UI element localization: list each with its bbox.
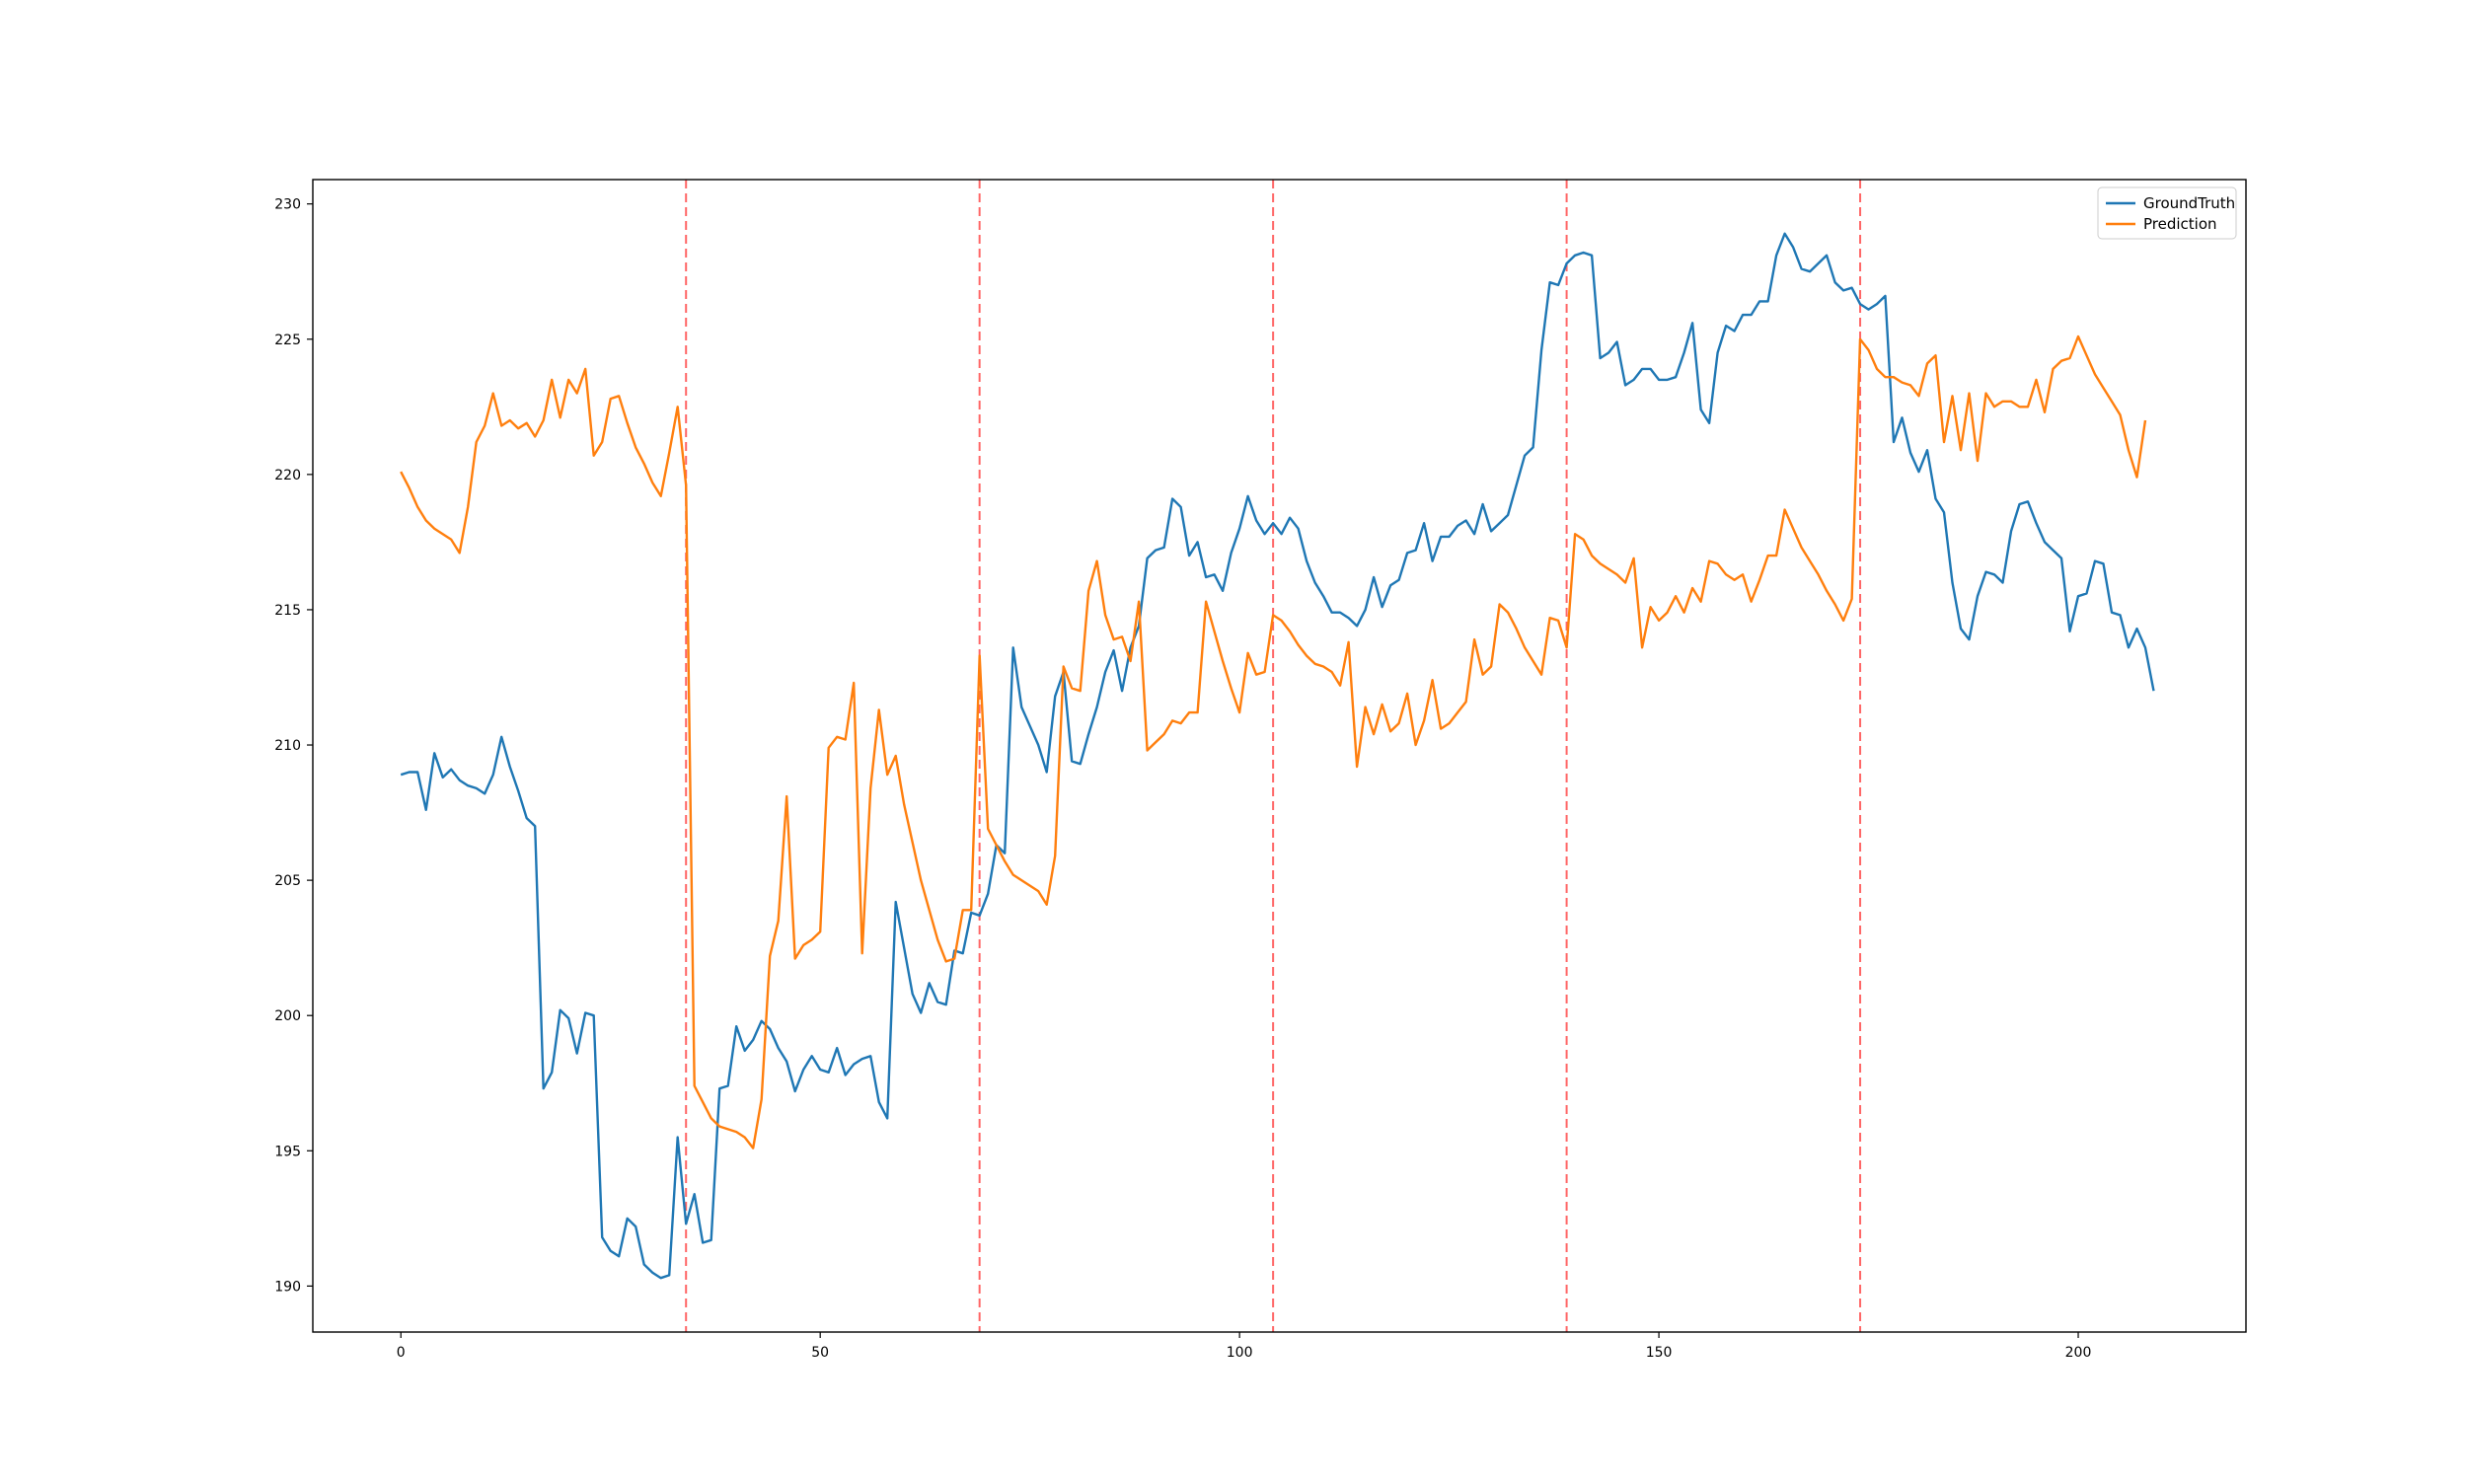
axes: 0 50 100 150 200 190 195 200 205 210 215 220 225 230: [274, 179, 2247, 1361]
y-tick-label: 210: [274, 738, 301, 754]
series-line-prediction: [400, 334, 2147, 1150]
legend: GroundTruth Prediction: [2097, 186, 2237, 240]
series-lines: [400, 232, 2155, 1280]
y-tick-label: 225: [274, 333, 301, 348]
y-tick-label: 205: [274, 873, 301, 889]
y-tick-label: 215: [274, 603, 301, 619]
y-tick-label: 200: [274, 1008, 301, 1024]
y-tick-label: 190: [274, 1279, 301, 1295]
x-tick-label: 100: [1227, 1345, 1253, 1361]
legend-label-prediction: Prediction: [2143, 215, 2217, 233]
legend-label-groundtruth: GroundTruth: [2143, 194, 2235, 212]
plot-frame: [312, 179, 2247, 1333]
x-tick-label: 50: [811, 1345, 829, 1361]
vertical-marker-lines: [685, 180, 1862, 1332]
y-tick-label: 195: [274, 1144, 301, 1159]
series-line-groundtruth: [400, 232, 2155, 1280]
y-tick-label: 220: [274, 468, 301, 483]
y-tick-label: 230: [274, 197, 301, 213]
x-tick-label: 0: [397, 1345, 406, 1361]
legend-box: [2097, 186, 2237, 240]
x-tick-label: 150: [1646, 1345, 1673, 1361]
x-tick-label: 200: [2065, 1345, 2092, 1361]
